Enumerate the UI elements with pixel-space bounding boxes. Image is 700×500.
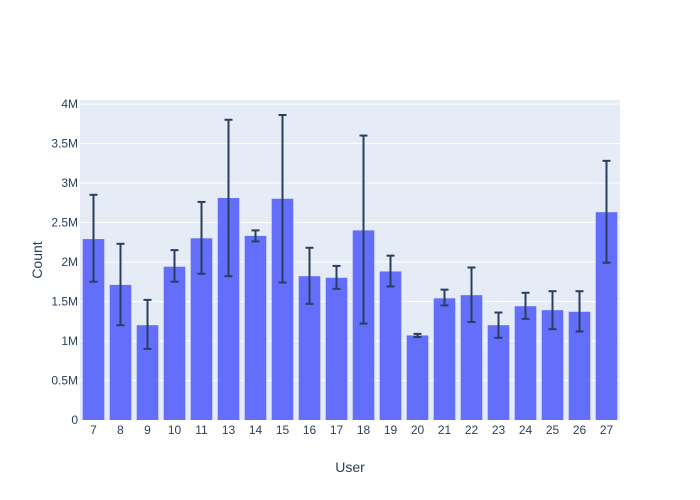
- bar: [352, 230, 375, 420]
- error-bar: [359, 134, 368, 325]
- x-tick-label: 10: [168, 423, 182, 437]
- error-bar: [521, 291, 530, 320]
- y-tick-label: 1.5M: [51, 294, 78, 308]
- x-tick-label: 26: [573, 423, 587, 437]
- plot-area: [80, 100, 620, 420]
- error-bar: [224, 118, 233, 278]
- x-tick-label: 21: [438, 423, 452, 437]
- bar: [460, 295, 483, 420]
- bar: [136, 325, 159, 420]
- y-tick-label: 4M: [61, 97, 78, 111]
- error-bar: [602, 159, 611, 264]
- error-bar: [170, 249, 179, 283]
- error-bars: [89, 114, 611, 350]
- y-axis-title: Count: [29, 241, 45, 278]
- error-bar: [413, 332, 422, 339]
- x-tick-label: 22: [465, 423, 479, 437]
- error-bar: [116, 242, 125, 327]
- error-bar: [440, 288, 449, 307]
- bars: [82, 197, 618, 420]
- bar: [82, 239, 105, 420]
- error-bar: [143, 298, 152, 350]
- y-tick-label: 0.5M: [51, 373, 78, 387]
- error-bar: [548, 290, 557, 331]
- y-tick-label: 3M: [61, 176, 78, 190]
- error-bar: [251, 229, 260, 243]
- bar: [163, 266, 186, 420]
- error-bar: [575, 290, 584, 333]
- bar: [433, 298, 456, 420]
- x-tick-label: 18: [357, 423, 371, 437]
- bar: [595, 212, 618, 420]
- bar: [406, 335, 429, 420]
- x-tick-label: 15: [276, 423, 290, 437]
- y-tick-label: 2M: [61, 255, 78, 269]
- x-tick-label: 19: [384, 423, 398, 437]
- y-tick-label: 1M: [61, 334, 78, 348]
- error-bar: [386, 254, 395, 288]
- x-tick-label: 17: [330, 423, 344, 437]
- x-axis-ticks: 7 8 9 10 11 13 14 15 16 17 18 19 20 21 22 23 24 25 26 27: [90, 423, 613, 437]
- x-axis-title: User: [335, 459, 365, 475]
- y-tick-label: 2.5M: [51, 215, 78, 229]
- bar: [217, 197, 240, 420]
- bar: [568, 311, 591, 420]
- bar: [190, 238, 213, 420]
- y-tick-label: 0: [71, 413, 78, 427]
- x-tick-label: 9: [144, 423, 151, 437]
- y-axis-ticks: 0 0.5M 1M 1.5M 2M 2.5M 3M 3.5M 4M: [51, 97, 78, 427]
- x-tick-label: 8: [117, 423, 124, 437]
- bar: [325, 277, 348, 420]
- error-bar: [197, 200, 206, 275]
- error-bar: [278, 114, 287, 284]
- bar: [271, 198, 294, 420]
- x-tick-label: 24: [519, 423, 533, 437]
- error-bar: [305, 246, 314, 305]
- bar: [541, 310, 564, 420]
- x-tick-label: 13: [222, 423, 236, 437]
- x-tick-label: 11: [195, 423, 208, 437]
- error-bar: [494, 311, 503, 339]
- bar: [514, 306, 537, 420]
- error-bar: [332, 264, 341, 290]
- error-bar: [467, 266, 476, 324]
- x-tick-label: 16: [303, 423, 317, 437]
- bar: [379, 271, 402, 420]
- x-tick-label: 25: [546, 423, 560, 437]
- bar: [298, 276, 321, 420]
- x-tick-label: 20: [411, 423, 425, 437]
- x-tick-label: 7: [90, 423, 97, 437]
- x-tick-label: 14: [249, 423, 263, 437]
- x-tick-label: 27: [600, 423, 614, 437]
- bar: [109, 284, 132, 420]
- error-bar: [89, 193, 98, 283]
- bar: [487, 325, 510, 420]
- y-tick-label: 3.5M: [51, 136, 78, 150]
- x-tick-label: 23: [492, 423, 506, 437]
- bar: [244, 235, 267, 420]
